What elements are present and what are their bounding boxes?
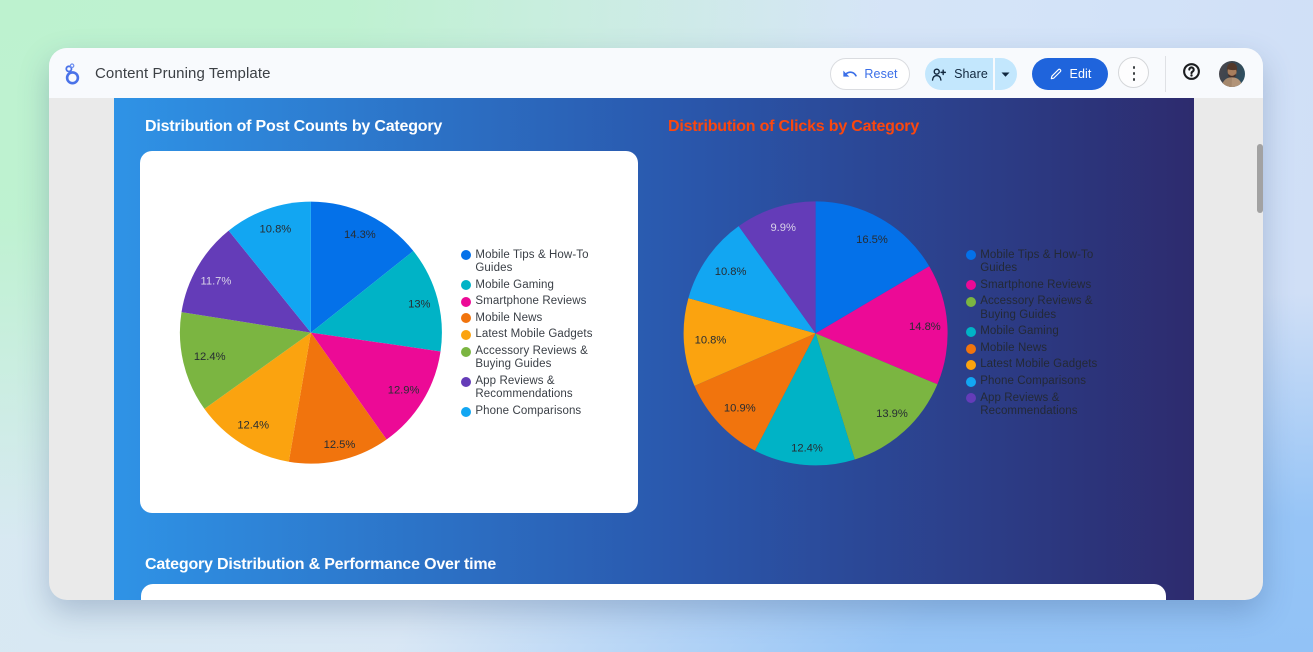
svg-text:16.5%: 16.5% <box>856 234 888 246</box>
svg-text:13%: 13% <box>408 298 430 310</box>
svg-text:10.8%: 10.8% <box>695 335 727 347</box>
svg-text:12.9%: 12.9% <box>388 384 420 396</box>
svg-text:14.3%: 14.3% <box>344 229 376 241</box>
svg-text:10.8%: 10.8% <box>715 266 747 278</box>
svg-text:10.8%: 10.8% <box>260 223 292 235</box>
svg-text:11.7%: 11.7% <box>200 276 231 288</box>
svg-text:10.9%: 10.9% <box>724 403 756 415</box>
svg-text:12.4%: 12.4% <box>194 351 226 363</box>
svg-text:9.9%: 9.9% <box>770 222 796 234</box>
svg-text:12.5%: 12.5% <box>324 439 356 451</box>
svg-text:12.4%: 12.4% <box>791 443 823 455</box>
svg-text:14.8%: 14.8% <box>909 321 941 333</box>
svg-text:13.9%: 13.9% <box>876 408 908 420</box>
svg-text:12.4%: 12.4% <box>237 419 269 431</box>
